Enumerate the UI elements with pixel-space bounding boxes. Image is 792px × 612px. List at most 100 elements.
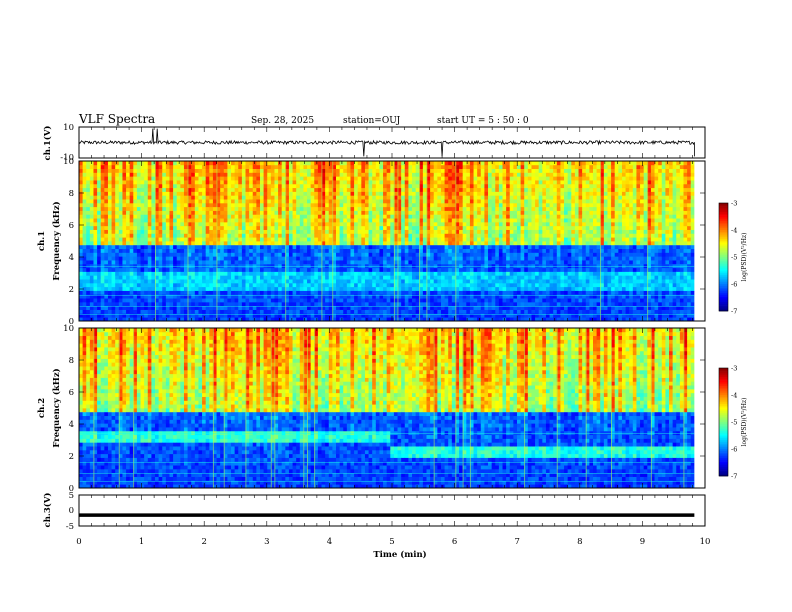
spectrogram-cell [223, 214, 228, 219]
spectrogram-cell [155, 202, 160, 208]
spectrogram-cell [343, 233, 348, 238]
spectrogram-cell [169, 210, 174, 215]
spectrogram-cell [259, 233, 265, 238]
spectrogram-cell [252, 294, 257, 299]
spectrogram-cell [401, 199, 406, 204]
spectrogram-cell [473, 286, 478, 291]
spectrogram-cell [386, 161, 391, 166]
spectrogram-cell [234, 263, 239, 269]
spectrogram-cell [469, 317, 474, 322]
spectrogram-cell [310, 183, 315, 189]
spectrogram-cell [379, 237, 384, 242]
spectrogram-cell [205, 244, 210, 250]
spectrogram-cell [426, 279, 431, 284]
spectrogram-cell [350, 286, 355, 291]
spectrogram-cell [288, 298, 293, 303]
spectrogram-cell [336, 176, 341, 181]
spectrogram-cell [263, 252, 268, 257]
spectrogram-cell [86, 180, 91, 185]
spectrogram-cell [484, 290, 489, 295]
spectrogram-cell [216, 218, 221, 223]
spectrogram-cell [194, 286, 199, 291]
spectrogram-cell [466, 183, 471, 189]
spectrogram-cell [484, 313, 489, 318]
spectrogram-cell [183, 313, 188, 318]
spectrogram-cell [444, 256, 449, 261]
spectrogram-cell [412, 309, 417, 314]
spectrogram-cell [187, 168, 192, 173]
spectrogram-cell [180, 241, 185, 246]
spectrogram-cell [267, 275, 272, 280]
spectrogram-cell [354, 168, 359, 173]
spectrogram-cell [281, 271, 286, 276]
spectrogram-cell [393, 176, 398, 181]
spectrogram-cell [234, 294, 239, 299]
spectrogram-cell [169, 317, 174, 322]
spectrogram-cell [259, 309, 265, 314]
spectrogram-cell [325, 195, 330, 200]
spectrogram-cell [89, 260, 94, 265]
spectrogram-cell [375, 290, 380, 295]
spectrogram-cell [480, 244, 485, 250]
spectrogram-cell [176, 301, 181, 307]
spectrogram-cell [433, 225, 438, 230]
spectrogram-cell [176, 248, 181, 253]
spectrogram-cell [488, 294, 493, 299]
spectrogram-cell [451, 187, 456, 192]
spectrogram-cell [357, 168, 362, 173]
spectrogram-cell [346, 252, 351, 257]
spectrogram-cell [339, 199, 344, 204]
spectrogram-cell [495, 317, 500, 322]
spectrogram-cell [133, 252, 138, 257]
spectrogram-cell [350, 183, 355, 189]
spectrogram-cell [133, 263, 138, 269]
spectrogram-cell [133, 260, 138, 265]
spectrogram-cell [281, 313, 286, 318]
spectrogram-cell [437, 279, 442, 284]
spectrogram-cell [176, 256, 181, 261]
spectrogram-cell [419, 202, 424, 208]
spectrogram-cell [79, 183, 84, 189]
spectrogram-cell [216, 233, 221, 238]
spectrogram-cell [484, 199, 489, 204]
spectrogram-cell [107, 214, 112, 219]
spectrogram-cell [216, 305, 221, 310]
spectrogram-cell [455, 309, 460, 314]
spectrogram-cell [100, 199, 105, 204]
spectrogram-cell [249, 191, 254, 196]
spectrogram-cell [336, 244, 341, 250]
spectrogram-cell [82, 313, 87, 318]
spectrogram-cell [223, 313, 228, 318]
spectrogram-cell [165, 260, 170, 265]
spectrogram-cell [426, 202, 431, 208]
spectrogram-cell [397, 317, 402, 322]
spectrogram-cell [183, 282, 188, 288]
spectrogram-cell [339, 229, 344, 234]
spectrogram-cell [194, 221, 199, 227]
spectrogram-cell [169, 309, 174, 314]
spectrogram-cell [249, 282, 254, 288]
spectrogram-cell [89, 298, 94, 303]
spectrogram-cell [415, 241, 420, 246]
spectrogram-cell [397, 301, 402, 307]
spectrogram-cell [151, 210, 156, 215]
spectrogram-cell [332, 176, 337, 181]
spectrogram-cell [491, 317, 496, 322]
spectrogram-cell [285, 286, 290, 291]
spectrogram-cell [440, 248, 445, 253]
spectrogram-cell [379, 164, 384, 170]
spectrogram-cell [328, 267, 333, 272]
spectrogram-cell [336, 195, 341, 200]
spectrogram-cell [314, 298, 319, 303]
spectrogram-cell [455, 260, 460, 265]
header-date: Sep. 28, 2025 [251, 116, 314, 126]
spectrogram-cell [111, 256, 116, 261]
spectrogram-cell [176, 164, 181, 170]
spectrogram-cell [115, 263, 120, 269]
spectrogram-cell [173, 305, 178, 310]
spectrogram-cell [448, 172, 453, 177]
spectrogram-cell [212, 214, 217, 219]
spectrogram-cell [314, 187, 319, 192]
spectrogram-cell [249, 237, 254, 242]
spectrogram-cell [118, 260, 123, 265]
